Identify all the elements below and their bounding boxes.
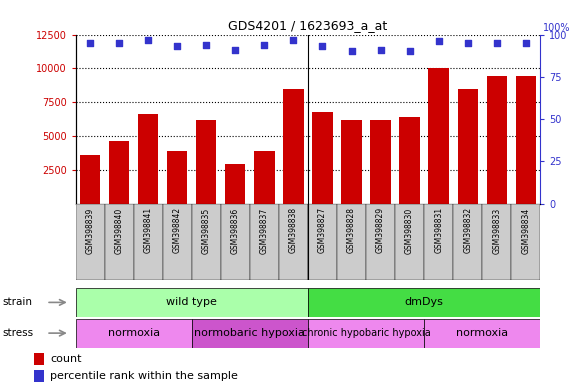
Bar: [80, 155, 100, 204]
Point: [492, 40, 501, 46]
Bar: [516, 76, 536, 204]
Text: GSM398830: GSM398830: [405, 207, 414, 253]
Text: GSM398832: GSM398832: [463, 207, 472, 253]
Bar: [342, 120, 362, 204]
Bar: [34, 370, 44, 382]
FancyBboxPatch shape: [511, 204, 540, 280]
Point: [318, 43, 327, 50]
FancyBboxPatch shape: [192, 204, 221, 280]
Text: GSM398829: GSM398829: [376, 207, 385, 253]
FancyBboxPatch shape: [134, 204, 163, 280]
Point: [289, 36, 298, 43]
Text: GSM398838: GSM398838: [289, 207, 298, 253]
FancyBboxPatch shape: [76, 204, 105, 280]
Text: dmDys: dmDys: [405, 297, 443, 308]
FancyBboxPatch shape: [395, 204, 424, 280]
Point: [376, 47, 385, 53]
Text: chronic hypobaric hypoxia: chronic hypobaric hypoxia: [302, 328, 431, 338]
Text: GSM398839: GSM398839: [85, 207, 95, 253]
Title: GDS4201 / 1623693_a_at: GDS4201 / 1623693_a_at: [228, 19, 388, 32]
Text: GSM398836: GSM398836: [231, 207, 240, 253]
Text: GSM398840: GSM398840: [114, 207, 124, 253]
Text: strain: strain: [3, 297, 33, 308]
FancyBboxPatch shape: [424, 319, 540, 348]
Bar: [371, 120, 391, 204]
Bar: [284, 89, 304, 204]
Text: count: count: [50, 354, 81, 364]
Text: GSM398828: GSM398828: [347, 207, 356, 253]
Bar: [458, 89, 478, 204]
Point: [173, 43, 182, 50]
Bar: [487, 76, 507, 204]
FancyBboxPatch shape: [279, 204, 308, 280]
FancyBboxPatch shape: [453, 204, 482, 280]
Point: [231, 47, 240, 53]
Bar: [313, 112, 332, 204]
FancyBboxPatch shape: [308, 319, 424, 348]
Point: [463, 40, 472, 46]
Bar: [138, 114, 158, 204]
Point: [144, 36, 153, 43]
Point: [85, 40, 95, 46]
Bar: [225, 164, 246, 204]
FancyBboxPatch shape: [221, 204, 250, 280]
Text: GSM398834: GSM398834: [521, 207, 530, 253]
Bar: [196, 120, 217, 204]
Text: normoxia: normoxia: [107, 328, 160, 338]
Text: normobaric hypoxia: normobaric hypoxia: [195, 328, 305, 338]
FancyBboxPatch shape: [308, 288, 540, 317]
Bar: [109, 141, 130, 204]
FancyBboxPatch shape: [105, 204, 134, 280]
Point: [521, 40, 530, 46]
Text: stress: stress: [3, 328, 34, 338]
Bar: [34, 353, 44, 365]
Point: [405, 48, 414, 55]
Text: 100%: 100%: [543, 23, 571, 33]
Bar: [167, 151, 187, 204]
Text: GSM398842: GSM398842: [173, 207, 182, 253]
Text: wild type: wild type: [166, 297, 217, 308]
Point: [260, 41, 269, 48]
Bar: [429, 68, 449, 204]
Point: [202, 41, 211, 48]
Text: GSM398831: GSM398831: [434, 207, 443, 253]
FancyBboxPatch shape: [192, 319, 308, 348]
FancyBboxPatch shape: [337, 204, 366, 280]
Text: GSM398835: GSM398835: [202, 207, 211, 253]
FancyBboxPatch shape: [163, 204, 192, 280]
Text: GSM398827: GSM398827: [318, 207, 327, 253]
Text: GSM398837: GSM398837: [260, 207, 269, 253]
Point: [434, 38, 443, 45]
FancyBboxPatch shape: [424, 204, 453, 280]
Bar: [254, 151, 275, 204]
Bar: [400, 117, 420, 204]
Text: GSM398833: GSM398833: [492, 207, 501, 253]
FancyBboxPatch shape: [482, 204, 511, 280]
FancyBboxPatch shape: [366, 204, 395, 280]
FancyBboxPatch shape: [76, 319, 192, 348]
Point: [114, 40, 124, 46]
Text: percentile rank within the sample: percentile rank within the sample: [50, 371, 238, 381]
FancyBboxPatch shape: [76, 288, 308, 317]
FancyBboxPatch shape: [308, 204, 337, 280]
FancyBboxPatch shape: [250, 204, 279, 280]
Text: normoxia: normoxia: [456, 328, 508, 338]
Text: GSM398841: GSM398841: [144, 207, 153, 253]
Point: [347, 48, 356, 55]
